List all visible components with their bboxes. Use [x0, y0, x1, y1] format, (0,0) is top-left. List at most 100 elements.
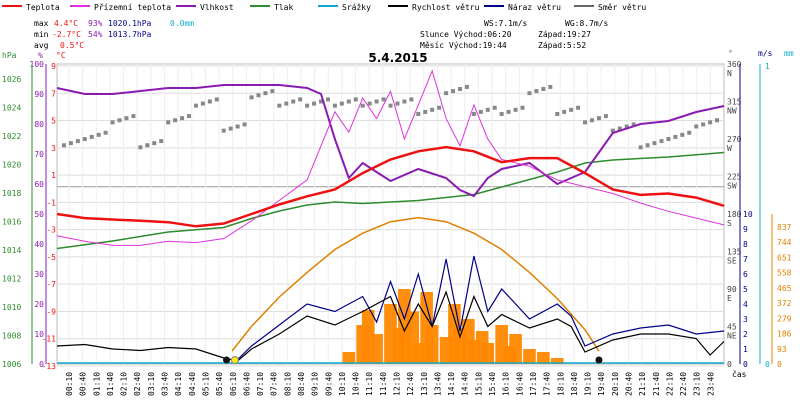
time-tick-label: 19:40 — [597, 372, 606, 396]
time-tick-label: 08:10 — [283, 372, 292, 396]
hpa-tick-label: 1024 — [2, 104, 21, 113]
time-tick-label: 10:40 — [352, 372, 361, 396]
wind-direction-mark — [395, 101, 400, 106]
sunset-moonrise-icon — [595, 356, 603, 364]
time-tick-label: 09:40 — [324, 372, 333, 396]
wind-direction-mark — [506, 109, 511, 114]
time-tick-label: 23:10 — [693, 372, 702, 396]
info-moonset: Západ:5:52 — [538, 41, 586, 50]
legend-label: Rychlost větru — [412, 3, 480, 12]
time-tick-label: 12:10 — [393, 372, 402, 396]
right-axes: 360N315NW270W225SW180S135SE90E45NE010987… — [727, 60, 792, 369]
wind-direction-mark — [492, 105, 497, 110]
mm-tick-label: 0 — [765, 360, 770, 369]
wind-direction-mark — [319, 99, 324, 104]
info-wg: WG:8.7m/s — [565, 19, 609, 28]
wind-direction-mark — [402, 99, 407, 104]
wind-direction-mark — [75, 139, 80, 144]
wind-direction-mark — [631, 122, 636, 127]
wind-tick-label: 0 — [743, 360, 748, 369]
wind-direction-mark — [617, 126, 622, 131]
stat-max-hum: 93% — [88, 19, 103, 28]
solar-bar — [509, 334, 522, 364]
time-tick-label: 06:10 — [229, 372, 238, 396]
wind-direction-mark — [291, 99, 296, 104]
time-tick-label: 19:10 — [584, 372, 593, 396]
wind-direction-mark — [645, 143, 650, 148]
wind-direction-mark — [124, 116, 129, 121]
time-tick-label: 23:40 — [706, 372, 715, 396]
pct-tick-label: 20 — [34, 300, 44, 309]
time-tick-label: 21:10 — [638, 372, 647, 396]
wind-speed-line — [56, 290, 725, 362]
direction-degree-label: 315 — [727, 98, 742, 107]
time-tick-label: 12:40 — [406, 372, 415, 396]
legend-label: Náraz větru — [508, 3, 561, 12]
info-sun: Slunce Východ:06:20 — [420, 30, 512, 39]
time-tick-label: 16:10 — [502, 372, 511, 396]
hpa-tick-label: 1012 — [2, 275, 21, 284]
solar-tick-label: 465 — [777, 284, 792, 293]
hpa-tick-label: 1014 — [2, 246, 21, 255]
time-tick-label: 16:40 — [515, 372, 524, 396]
hpa-tick-label: 1016 — [2, 218, 21, 227]
pct-tick-label: 100 — [30, 60, 45, 69]
wind-direction-mark — [360, 103, 365, 108]
time-tick-label: 18:40 — [570, 372, 579, 396]
hpa-tick-label: 1022 — [2, 132, 21, 141]
pct-tick-label: 80 — [34, 120, 44, 129]
direction-degree-label: 180 — [727, 210, 742, 219]
time-tick-label: 01:40 — [106, 372, 115, 396]
wind-direction-mark — [381, 97, 386, 102]
wind-direction-mark — [332, 103, 337, 108]
time-tick-label: 18:10 — [556, 372, 565, 396]
left-axes: 1026102410221020101810161014101210101008… — [2, 60, 56, 371]
wind-direction-mark — [159, 139, 164, 144]
solar-bar — [370, 334, 383, 364]
wind-direction-mark — [708, 120, 713, 125]
wind-direction-mark — [367, 101, 372, 106]
wind-direction-mark — [652, 141, 657, 146]
wind-direction-mark — [603, 114, 608, 119]
wind-direction-mark — [68, 141, 73, 146]
time-tick-label: 05:10 — [201, 372, 210, 396]
wind-direction-mark — [673, 134, 678, 139]
hpa-tick-label: 1018 — [2, 189, 21, 198]
wind-direction-mark — [214, 97, 219, 102]
wind-direction-mark — [596, 116, 601, 121]
direction-compass-label: N — [727, 69, 732, 78]
wind-direction-mark — [610, 128, 615, 133]
time-tick-label: 21:40 — [652, 372, 661, 396]
wind-direction-mark — [666, 137, 671, 141]
wind-direction-mark — [180, 116, 185, 121]
direction-compass-label: NW — [727, 107, 737, 116]
ground-temperature-line — [56, 69, 725, 246]
time-tick-label: 00:10 — [65, 372, 74, 396]
wind-direction-mark — [200, 101, 205, 106]
sunrise-icon — [230, 356, 239, 364]
wind-tick-label: 3 — [743, 315, 748, 324]
wind-tick-label: 2 — [743, 330, 748, 339]
wind-direction-mark — [694, 124, 699, 129]
stat-max-label: max — [34, 19, 49, 28]
wind-direction-mark — [173, 118, 178, 123]
pct-tick-label: 40 — [34, 240, 44, 249]
wind-direction-mark — [145, 143, 150, 148]
wind-direction-mark — [298, 97, 303, 102]
wind-direction-mark — [548, 84, 553, 89]
solar-bar — [342, 352, 356, 364]
direction-compass-label: E — [727, 294, 732, 303]
pct-tick-label: 10 — [34, 330, 44, 339]
wind-direction-mark — [89, 134, 94, 139]
hpa-tick-label: 1020 — [2, 161, 21, 170]
solar-bar — [425, 325, 439, 364]
hpa-tick-label: 1026 — [2, 75, 21, 84]
wind-direction-mark — [562, 109, 567, 114]
legend-label: Teplota — [26, 3, 60, 12]
time-tick-label: 22:40 — [679, 372, 688, 396]
wind-direction-mark — [207, 99, 212, 104]
wind-direction-mark — [527, 91, 532, 96]
solar-bar — [550, 358, 564, 364]
time-tick-label: 09:10 — [311, 372, 320, 396]
time-tick-label: 03:10 — [147, 372, 156, 396]
